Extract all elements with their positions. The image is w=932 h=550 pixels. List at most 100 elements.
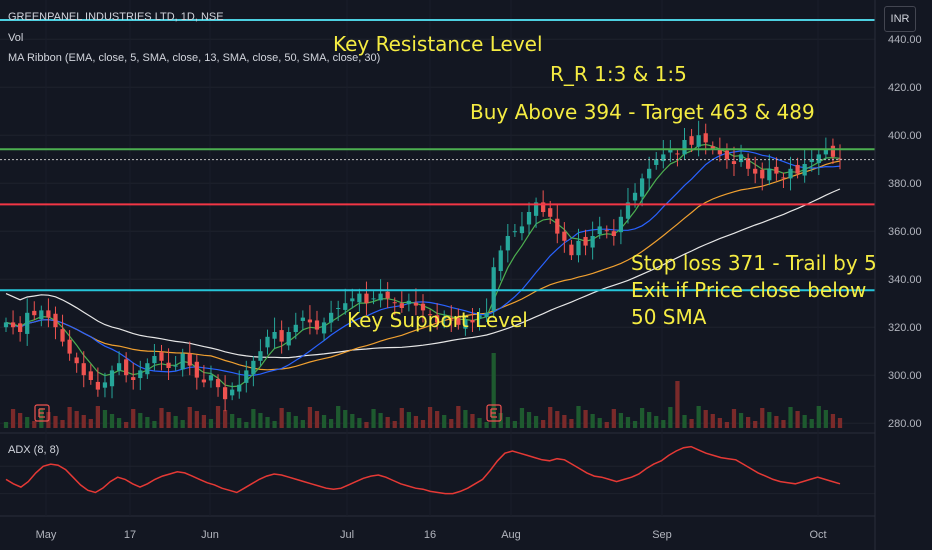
- volume-bar: [590, 414, 595, 428]
- volume-bar: [173, 416, 178, 428]
- candle-body: [477, 315, 482, 319]
- candle-body: [760, 169, 765, 179]
- candle-body: [668, 149, 673, 153]
- time-tick-label: Jun: [201, 529, 219, 541]
- candle-body: [463, 320, 468, 329]
- candle-body: [802, 164, 807, 176]
- price-tick-label: 400.00: [888, 130, 922, 142]
- volume-bar: [689, 419, 694, 428]
- price-tick-label: 440.00: [888, 34, 922, 46]
- candle-body: [307, 319, 313, 323]
- volume-bar: [463, 410, 468, 428]
- candle-body: [173, 365, 178, 367]
- volume-bar: [343, 410, 348, 428]
- ma-ribbon-legend[interactable]: MA Ribbon (EMA, close, 5, SMA, close, 13…: [8, 52, 381, 64]
- volume-bar: [703, 410, 708, 428]
- candle-body: [498, 250, 503, 272]
- candle-body: [364, 293, 369, 304]
- volume-bar: [512, 421, 518, 428]
- candle-body: [46, 310, 51, 318]
- volume-bar: [88, 419, 93, 428]
- volume-bar: [392, 421, 397, 428]
- candle-body: [830, 145, 836, 157]
- earnings-e-glyph: [490, 408, 497, 418]
- candle-body: [95, 381, 101, 390]
- price-tick-label: 320.00: [888, 322, 922, 334]
- volume-bar: [647, 412, 652, 428]
- candle-body: [611, 231, 616, 236]
- candle-body: [215, 379, 221, 388]
- volume-bar: [470, 414, 475, 428]
- candle-body: [442, 317, 447, 319]
- adx-legend[interactable]: ADX (8, 8): [8, 444, 60, 456]
- volume-bar: [809, 419, 814, 428]
- volume-bar: [244, 422, 249, 428]
- volume-bar: [307, 407, 313, 428]
- candle-body: [74, 357, 79, 364]
- volume-bar: [632, 421, 638, 428]
- candle-body: [321, 322, 327, 334]
- candle-body: [753, 168, 758, 174]
- volume-bar: [272, 421, 277, 428]
- volume-bar: [816, 406, 821, 428]
- note-exit-rule: Exit if Price close below: [631, 278, 867, 302]
- price-tick-label: 300.00: [888, 370, 922, 382]
- volume-bar: [180, 420, 185, 428]
- volume-bar: [131, 409, 136, 428]
- candle-body: [145, 363, 150, 375]
- candle-body: [604, 230, 609, 232]
- candle-body: [53, 313, 58, 328]
- symbol-title[interactable]: GREENPANEL INDUSTRIES LTD, 1D, NSE: [8, 11, 224, 23]
- note-stop-loss: Stop loss 371 - Trail by 5: [631, 251, 877, 275]
- volume-bar: [60, 420, 65, 428]
- candle-body: [809, 159, 814, 163]
- candle-body: [328, 312, 334, 323]
- candle-body: [555, 218, 560, 234]
- price-tick-label: 420.00: [888, 82, 922, 94]
- note-key-support: Key Support Level: [347, 308, 528, 332]
- candle-body: [682, 140, 687, 155]
- candle-body: [625, 202, 631, 219]
- volume-bar: [222, 410, 228, 428]
- volume-legend[interactable]: Vol: [8, 32, 24, 44]
- volume-bar: [625, 417, 631, 428]
- currency-button[interactable]: INR: [884, 6, 916, 32]
- candle-body: [109, 370, 115, 387]
- note-risk-reward: R_R 1:3 & 1:5: [550, 62, 687, 86]
- volume-bar: [406, 412, 411, 428]
- volume-bar: [286, 412, 291, 428]
- volume-bar: [350, 414, 355, 428]
- candle-body: [413, 302, 419, 306]
- volume-bar: [576, 406, 581, 428]
- candle-body: [745, 158, 751, 169]
- axis-background: [875, 0, 932, 550]
- candle-body: [18, 323, 23, 332]
- time-axis[interactable]: May 17 Jun Jul 16 Aug Sep Oct: [36, 529, 827, 541]
- candle-body: [201, 379, 207, 383]
- candle-body: [533, 202, 539, 216]
- candle-body: [378, 293, 383, 301]
- candle-body: [194, 361, 199, 378]
- volume-bar: [413, 416, 419, 428]
- candle-body: [583, 236, 588, 246]
- candle-body: [88, 371, 93, 380]
- candle-body: [576, 240, 581, 256]
- candle-body: [385, 291, 390, 299]
- candle-body: [336, 308, 341, 309]
- candle-body: [116, 363, 122, 371]
- candle-body: [152, 356, 157, 364]
- candle-body: [816, 154, 821, 164]
- candle-body: [124, 359, 129, 376]
- note-key-resistance: Key Resistance Level: [333, 32, 543, 56]
- volume-bar: [378, 413, 383, 428]
- candle-body: [258, 351, 263, 361]
- volume-bar: [145, 417, 150, 428]
- volume-bar: [781, 420, 786, 428]
- candle-body: [548, 208, 553, 217]
- candle-body: [541, 202, 546, 212]
- price-axis[interactable]: 280.00 300.00 320.00 340.00 360.00 380.00 400.…: [874, 0, 932, 550]
- volume-bar: [385, 417, 390, 428]
- volume-bar: [548, 407, 553, 428]
- candle-body: [102, 382, 108, 388]
